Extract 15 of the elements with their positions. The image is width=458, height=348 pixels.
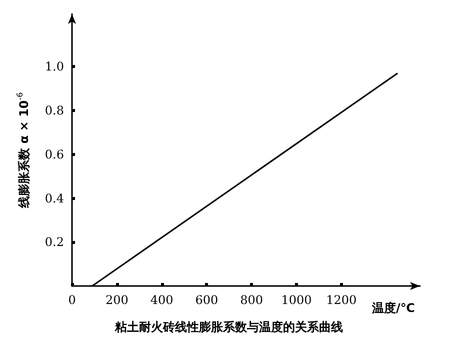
x-tick-label: 0 [68,293,76,307]
y-tick-label: 0.4 [44,191,64,206]
x-tick-label: 600 [195,293,218,307]
y-tick-label: 0.2 [44,235,64,250]
x-axis-title: 温度/℃ [371,301,415,315]
x-tick-label: 400 [150,293,174,307]
y-tick-label: 0.8 [44,104,64,118]
text: 粘土耐火砖线性膨胀系数与温度的关系曲线 [114,320,343,334]
x-tick-label: 200 [105,293,128,307]
y-tick-label: 1.0 [44,60,64,74]
x-tick-label: 800 [240,293,264,307]
y-axis-title: 线膨胀系数 α × 10-6 [16,92,31,209]
y-tick-label: 0.6 [44,147,64,162]
x-tick-label: 1000 [281,293,312,307]
x-tick-label: 1200 [326,293,357,307]
